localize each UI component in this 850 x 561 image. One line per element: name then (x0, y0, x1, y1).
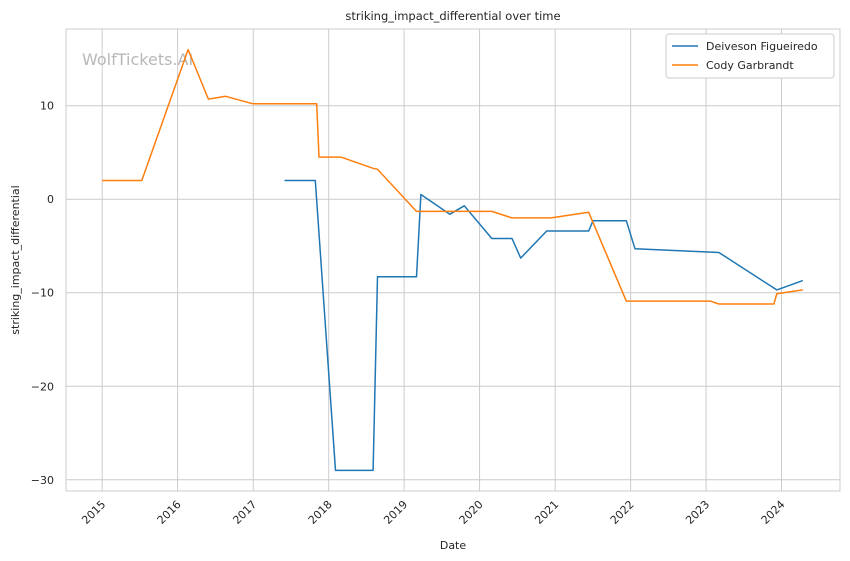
x-tick-label: 2016 (155, 498, 184, 527)
x-tick-labels: 2015 2016 2017 2018 2019 2020 2021 2022 2023 2024 (79, 498, 787, 527)
series-line-1 (102, 48, 803, 305)
y-axis-label: striking_impact_differential (9, 185, 22, 334)
legend-label-cody: Cody Garbrandt (706, 59, 794, 72)
series-layer (102, 48, 804, 472)
legend: Deiveson Figueiredo Cody Garbrandt (665, 33, 835, 79)
legend-box (665, 33, 835, 79)
x-tick-label: 2021 (532, 498, 561, 527)
series-line-0 (284, 179, 804, 472)
x-tick-label: 2015 (79, 498, 108, 527)
y-tick-label: −10 (31, 287, 54, 300)
x-tick-label: 2018 (306, 498, 335, 527)
x-tick-label: 2019 (381, 498, 410, 527)
y-tick-label: 10 (40, 100, 54, 113)
legend-label-deiveson: Deiveson Figueiredo (706, 40, 818, 53)
y-tick-label: 0 (47, 193, 54, 206)
x-axis-label: Date (440, 539, 467, 552)
x-tick-label: 2024 (759, 498, 788, 527)
chart-title: striking_impact_differential over time (345, 9, 560, 23)
watermark: WolfTickets.AI (82, 50, 193, 69)
x-tick-label: 2017 (230, 498, 259, 527)
y-tick-label: −20 (31, 380, 54, 393)
x-tick-label: 2022 (608, 498, 637, 527)
x-tick-label: 2023 (683, 498, 712, 527)
y-tick-label: −30 (31, 474, 54, 487)
x-tick-label: 2020 (457, 498, 486, 527)
plot-background (66, 29, 840, 491)
grid (66, 29, 840, 491)
y-tick-labels: −30 −20 −10 0 10 (31, 100, 54, 487)
plot-frame (65, 28, 841, 492)
